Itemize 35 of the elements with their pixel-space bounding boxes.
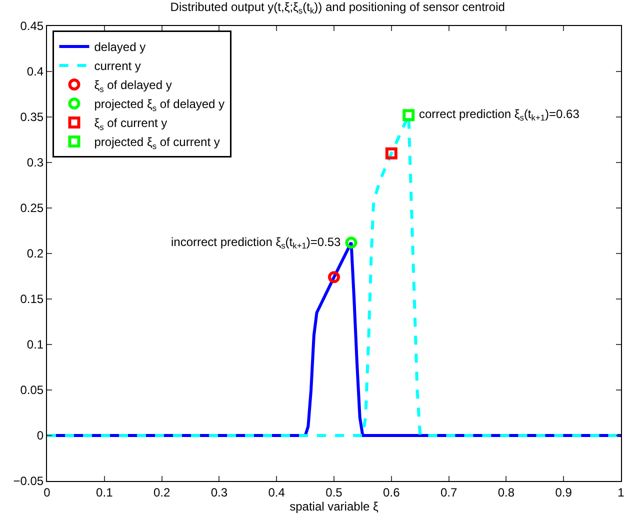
point	[385, 147, 398, 160]
x-tick-label: 0.9	[555, 485, 572, 500]
y-tick-label: −0.05	[13, 474, 44, 488]
annotation: correct prediction ξ$_{s}$(t$_{k+1}$)=0.63	[419, 107, 580, 123]
x-tick-label: 0.4	[268, 485, 286, 500]
annotation: incorrect prediction ξ$_{s}$(t$_{k+1}$)=0.53	[171, 235, 342, 251]
point	[402, 109, 415, 122]
legend-label: ξ$_{s}$ of current y	[94, 116, 168, 132]
x-tick-label: 0.3	[210, 485, 228, 500]
y-tick-label: 0.25	[20, 201, 44, 216]
y-tick-label: 0.35	[20, 110, 44, 124]
legend-label: current y	[94, 59, 141, 74]
y-tick-label: 0	[36, 428, 44, 443]
y-tick-label: 0.1	[26, 338, 44, 352]
x-tick-label: 0.6	[383, 485, 400, 500]
x-tick-label: 0.5	[326, 485, 343, 500]
y-tick-label: 0.2	[26, 246, 44, 261]
y-tick-label: 0.15	[20, 292, 44, 306]
x-tick-label: 0.1	[96, 485, 114, 500]
y-tick-label: 0.05	[20, 383, 44, 398]
y-tick-label: 0.3	[26, 156, 44, 170]
point	[328, 271, 340, 284]
legend-label: projected ξ$_{s}$ of delayed y	[94, 97, 225, 113]
chart-title: Distributed output y(t,ξ;ξ$_{s}$(t$_{k}$)) and positioning of sensor centroid	[170, 0, 505, 16]
y-tick-label: 0.45	[20, 19, 44, 34]
point	[345, 236, 358, 249]
legend-label: delayed y	[94, 40, 146, 54]
x-tick-label: 0.2	[153, 485, 170, 500]
x-tick-label: 1	[618, 485, 625, 500]
x-axis-title: spatial variable ξ	[290, 499, 379, 514]
legend-label: ξ$_{s}$ of delayed y	[94, 78, 172, 94]
legend-label: projected ξ$_{s}$ of current y	[94, 135, 220, 151]
x-tick-label: 0.7	[440, 485, 458, 500]
x-tick-label: 0.8	[498, 485, 515, 500]
y-tick-label: 0.4	[26, 64, 44, 79]
